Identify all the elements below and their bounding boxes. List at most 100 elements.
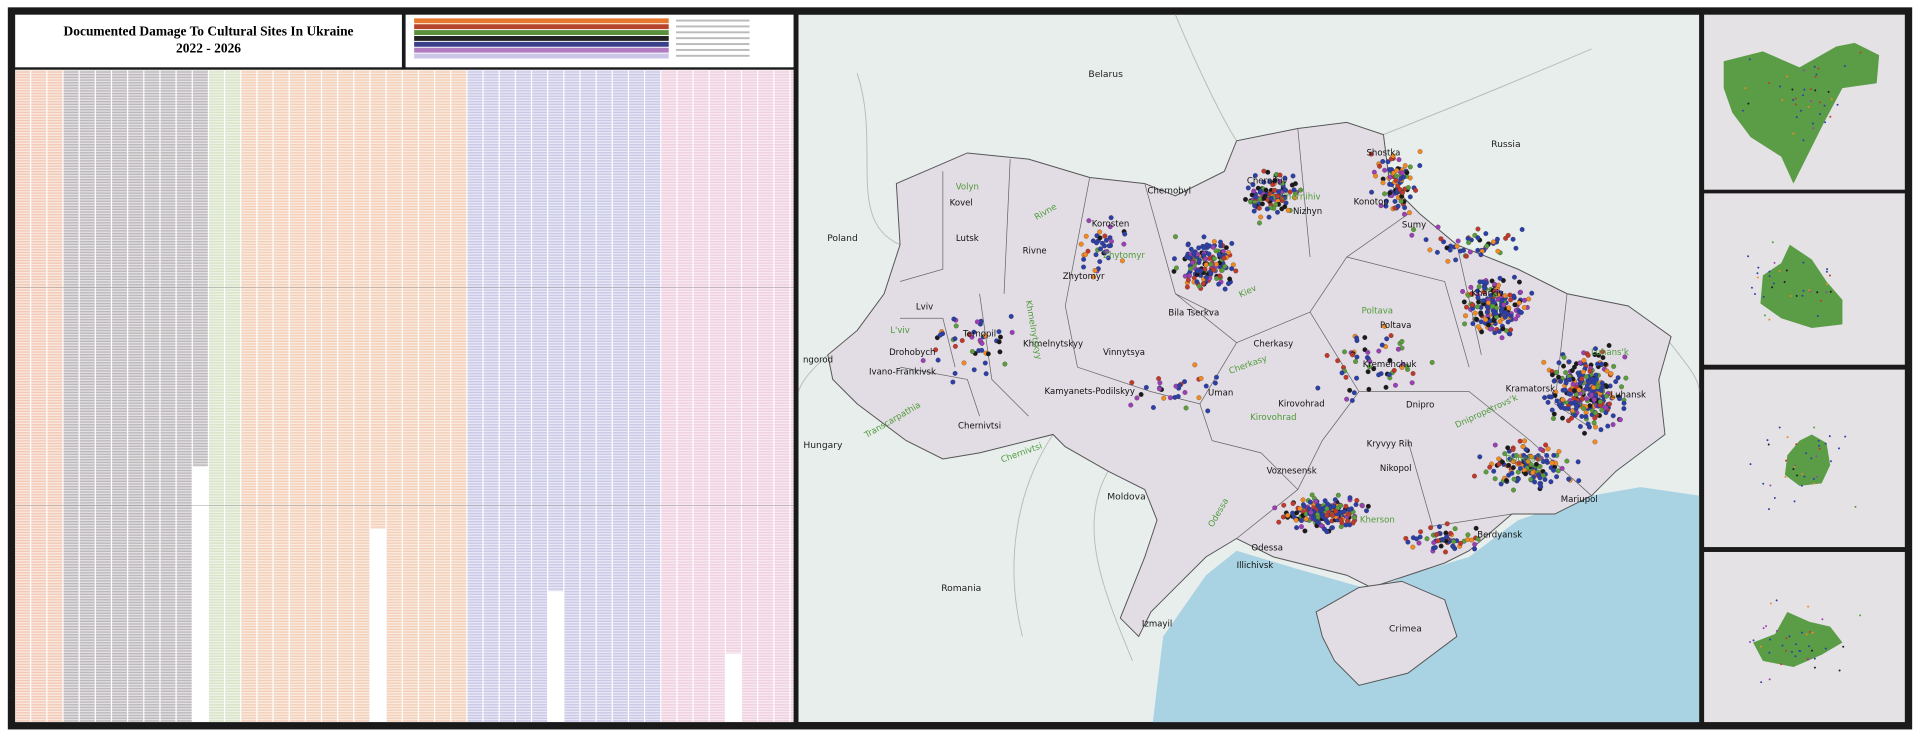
damage-point <box>1109 238 1114 244</box>
damage-point <box>1365 349 1371 355</box>
damage-point <box>1391 367 1397 373</box>
damage-point <box>1220 248 1226 254</box>
damage-point <box>1767 443 1770 446</box>
damage-point <box>1802 267 1805 270</box>
damage-point <box>1354 375 1360 381</box>
damage-point <box>1395 203 1401 209</box>
damage-point <box>1592 415 1598 421</box>
city-label: Ternopil <box>962 330 996 340</box>
damage-point <box>1342 349 1347 355</box>
damage-point <box>1452 526 1458 532</box>
damage-point <box>1517 438 1523 444</box>
damage-point <box>1561 363 1567 369</box>
damage-point <box>1795 443 1798 446</box>
damage-point <box>1808 630 1811 633</box>
damage-point <box>1390 153 1396 159</box>
damage-point <box>1196 395 1202 401</box>
country-label: Belarus <box>1088 69 1123 80</box>
legend <box>414 18 750 59</box>
damage-point <box>1462 321 1468 327</box>
damage-point <box>1829 290 1832 293</box>
list-column-text <box>209 69 224 723</box>
region-label: Chernihiv <box>1280 192 1321 202</box>
crimea <box>1315 580 1458 686</box>
damage-point <box>1541 359 1547 365</box>
damage-point <box>1108 215 1114 221</box>
damage-point <box>1407 194 1413 200</box>
damage-point <box>1496 456 1502 462</box>
damage-point <box>1477 454 1483 460</box>
list-column-text <box>596 69 612 723</box>
damage-point <box>1213 248 1219 254</box>
damage-point <box>1251 208 1257 214</box>
damage-point <box>1107 224 1113 230</box>
damage-point <box>1265 169 1271 175</box>
list-column-text <box>354 69 370 723</box>
city-label: Chernihiv <box>1247 177 1288 187</box>
damage-point <box>1794 655 1797 658</box>
legend-swatch <box>414 47 669 53</box>
damage-point <box>1496 329 1502 334</box>
damage-point <box>1501 302 1507 308</box>
damage-point <box>982 333 988 339</box>
damage-point <box>1591 380 1597 386</box>
damage-point <box>1556 360 1562 366</box>
damage-point <box>1509 470 1515 476</box>
damage-point <box>1572 412 1578 418</box>
damage-point <box>1778 269 1781 272</box>
damage-point <box>1212 380 1218 386</box>
damage-point <box>1259 201 1265 207</box>
damage-point <box>1789 295 1792 297</box>
damage-point <box>1507 292 1513 298</box>
damage-point <box>1608 371 1614 377</box>
damage-point <box>1510 236 1516 242</box>
damage-point <box>1438 543 1444 549</box>
damage-point <box>1386 372 1392 378</box>
damage-point <box>1285 512 1291 518</box>
damage-point <box>1569 415 1574 421</box>
damage-point <box>1451 539 1457 545</box>
damage-point <box>953 323 959 329</box>
damage-point <box>1143 384 1149 390</box>
damage-point <box>1402 211 1407 217</box>
damage-point <box>1476 284 1482 290</box>
damage-point <box>1786 469 1789 472</box>
damage-point <box>1294 510 1300 516</box>
damage-point <box>1615 375 1621 381</box>
damage-point <box>1086 218 1092 224</box>
damage-point <box>1482 285 1488 291</box>
damage-point <box>1762 482 1765 485</box>
damage-point <box>1428 525 1434 531</box>
damage-point <box>1769 484 1772 487</box>
damage-point <box>1807 105 1810 108</box>
damage-point <box>1201 234 1207 240</box>
damage-points <box>920 149 1629 555</box>
damage-point <box>1825 270 1828 273</box>
damage-point <box>1836 103 1839 106</box>
damage-point <box>1214 261 1219 267</box>
city-label: Nikopol <box>1380 464 1412 474</box>
damage-point <box>1285 207 1291 213</box>
damage-point <box>1368 151 1374 157</box>
damage-point <box>1185 242 1191 248</box>
damage-point <box>1298 187 1304 193</box>
damage-point <box>1483 469 1489 475</box>
damage-point <box>1434 249 1440 255</box>
damage-point <box>1393 173 1399 179</box>
damage-point <box>1808 289 1811 292</box>
damage-point <box>1364 355 1370 361</box>
damage-point <box>1808 645 1811 648</box>
damage-point <box>1826 283 1829 286</box>
damage-point <box>1551 467 1557 473</box>
legend-swatch <box>414 41 669 47</box>
damage-point <box>1475 226 1481 232</box>
damage-point <box>1797 475 1800 478</box>
damage-point <box>1104 249 1110 254</box>
list-column-text <box>112 69 128 723</box>
damage-point <box>1583 414 1589 419</box>
damage-point <box>1256 205 1262 211</box>
damage-point <box>1398 198 1404 204</box>
region-label: Poltava <box>1362 306 1393 316</box>
damage-point <box>1814 89 1817 92</box>
damage-point <box>1817 444 1820 447</box>
